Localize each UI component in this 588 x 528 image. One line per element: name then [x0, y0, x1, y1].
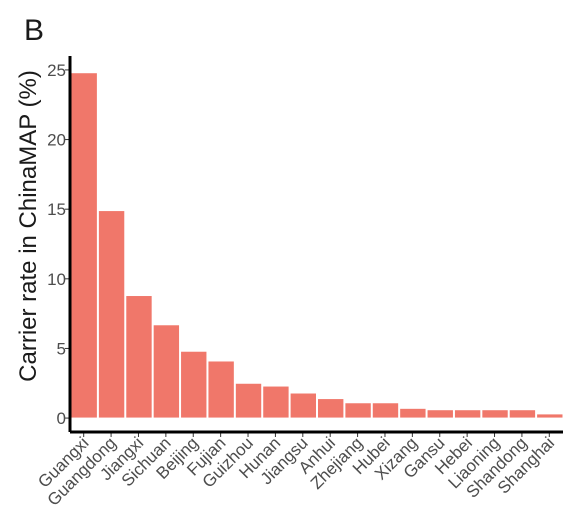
bar-gansu	[426, 409, 454, 419]
bar-jiangxi	[125, 295, 153, 419]
y-tick-label: 25	[47, 61, 66, 80]
bar-hebei	[453, 409, 482, 419]
bar-guangdong	[97, 210, 126, 419]
bar-anhui	[317, 398, 345, 419]
bar-jiangsu	[289, 392, 318, 419]
y-axis-label: Carrier rate in ChinaMAP (%)	[15, 70, 42, 382]
bar-shandong	[508, 409, 537, 419]
bar-guizhou	[234, 382, 263, 419]
bar-fujian	[207, 360, 235, 419]
y-tick-label: 10	[47, 270, 66, 289]
bar-zhejiang	[344, 402, 372, 419]
y-tick-label: 5	[57, 339, 66, 358]
bar-hunan	[262, 385, 290, 419]
panel-label: B	[24, 14, 44, 47]
bar-liaoning	[481, 409, 509, 419]
bar-guangxi	[70, 72, 98, 419]
y-tick-label: 20	[47, 131, 66, 150]
bar-beijing	[180, 350, 208, 419]
bar-sichuan	[152, 324, 181, 419]
bar-xizang	[399, 407, 427, 419]
bars	[70, 72, 564, 419]
bar-shanghai	[536, 413, 564, 419]
y-tick-label: 15	[47, 200, 66, 219]
y-axis-ticks: 0 5 10 15 20 25	[47, 61, 70, 428]
y-tick-label: 0	[57, 409, 66, 428]
bar-hubei	[371, 402, 400, 419]
x-axis-ticks: GuangxiGuangdongJiangxiSichuanBeijingFuj…	[34, 432, 558, 510]
